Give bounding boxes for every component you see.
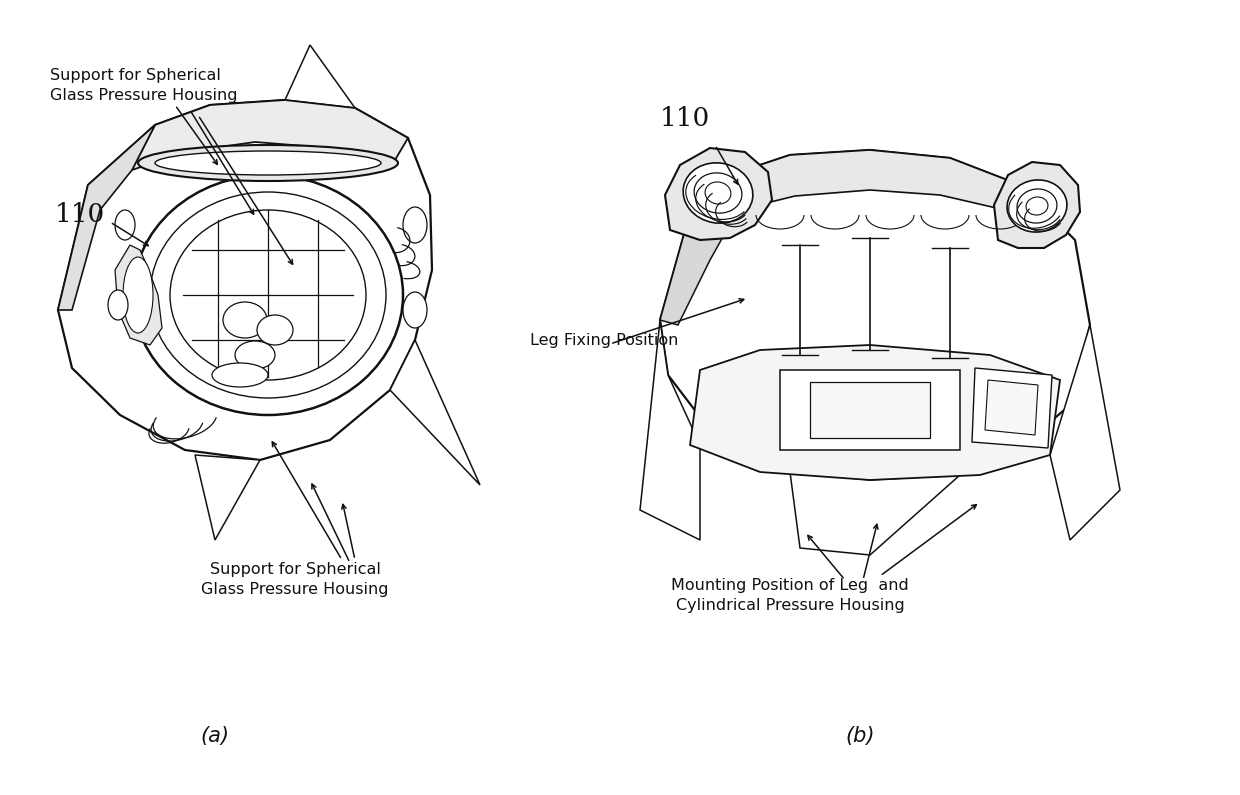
Polygon shape — [730, 150, 1021, 210]
Ellipse shape — [1025, 197, 1048, 215]
Polygon shape — [660, 175, 738, 325]
Polygon shape — [131, 100, 408, 170]
Ellipse shape — [1007, 180, 1066, 232]
Ellipse shape — [223, 302, 267, 338]
Ellipse shape — [138, 145, 398, 181]
Ellipse shape — [403, 292, 427, 328]
Text: Leg Fixing Position: Leg Fixing Position — [529, 332, 678, 347]
Ellipse shape — [706, 182, 730, 204]
Ellipse shape — [403, 207, 427, 243]
Ellipse shape — [694, 173, 742, 213]
Text: (a): (a) — [201, 726, 229, 746]
Ellipse shape — [212, 363, 268, 387]
Ellipse shape — [1017, 189, 1056, 223]
Ellipse shape — [170, 210, 366, 380]
Polygon shape — [58, 100, 432, 460]
Text: Support for Spherical
Glass Pressure Housing: Support for Spherical Glass Pressure Hou… — [50, 68, 238, 103]
Polygon shape — [640, 320, 701, 540]
Ellipse shape — [115, 210, 135, 240]
Text: Mounting Position of Leg  and
Cylindrical Pressure Housing: Mounting Position of Leg and Cylindrical… — [671, 578, 909, 614]
Polygon shape — [689, 345, 1060, 480]
Ellipse shape — [155, 151, 381, 175]
Ellipse shape — [683, 163, 753, 223]
Polygon shape — [195, 455, 260, 540]
Polygon shape — [994, 162, 1080, 248]
Polygon shape — [665, 148, 773, 240]
Ellipse shape — [123, 257, 153, 333]
Polygon shape — [58, 125, 155, 310]
Polygon shape — [660, 150, 1090, 480]
Ellipse shape — [108, 290, 128, 320]
Text: (b): (b) — [846, 726, 874, 746]
Ellipse shape — [257, 315, 293, 345]
Polygon shape — [972, 368, 1052, 448]
Polygon shape — [1050, 325, 1120, 540]
Polygon shape — [115, 245, 162, 345]
Text: Support for Spherical
Glass Pressure Housing: Support for Spherical Glass Pressure Hou… — [201, 562, 389, 597]
Polygon shape — [780, 370, 960, 450]
Text: 110: 110 — [55, 203, 105, 227]
Ellipse shape — [236, 341, 275, 369]
Polygon shape — [985, 380, 1038, 435]
Polygon shape — [810, 382, 930, 438]
Ellipse shape — [150, 192, 386, 398]
Text: 110: 110 — [660, 106, 711, 130]
Polygon shape — [391, 340, 480, 485]
Ellipse shape — [133, 175, 403, 415]
Polygon shape — [790, 472, 960, 555]
Polygon shape — [285, 45, 355, 108]
